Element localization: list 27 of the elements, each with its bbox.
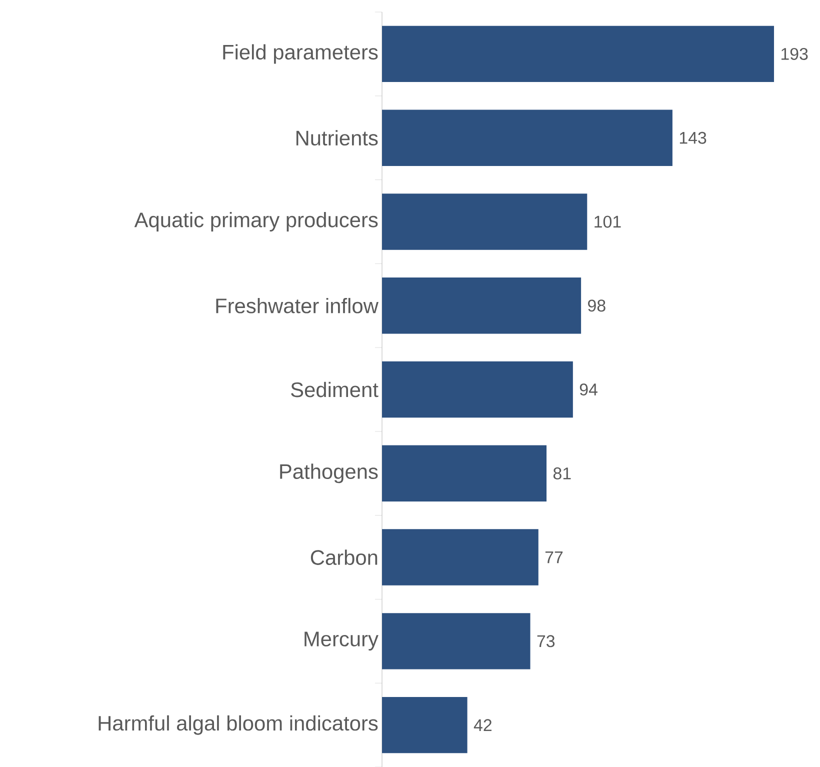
y-tick-label: Carbon bbox=[310, 550, 378, 565]
y-tick-label: Pathogens bbox=[280, 464, 378, 484]
bar bbox=[382, 194, 588, 250]
data-label: 101 bbox=[594, 216, 621, 228]
bar bbox=[382, 110, 672, 166]
y-tick-label: Mercury bbox=[304, 632, 378, 651]
data-label: 77 bbox=[545, 551, 563, 564]
bar bbox=[382, 361, 573, 418]
y-tick-label: Freshwater inflow bbox=[216, 298, 378, 314]
bar bbox=[382, 613, 530, 670]
data-label: 94 bbox=[580, 384, 598, 396]
y-tick-label: Aquatic primary producers bbox=[134, 212, 378, 232]
bar bbox=[382, 529, 538, 586]
y-tick-label: Sediment bbox=[291, 382, 378, 398]
bar bbox=[382, 278, 582, 334]
bar bbox=[382, 26, 774, 82]
y-tick-label: Nutrients bbox=[296, 130, 378, 146]
y-tick-label: Harmful algal bloom indicators bbox=[98, 715, 378, 735]
bar bbox=[382, 445, 547, 502]
data-label: 81 bbox=[553, 467, 571, 480]
data-label: 42 bbox=[474, 719, 492, 731]
data-label: 143 bbox=[680, 132, 706, 144]
data-label: 98 bbox=[588, 300, 606, 312]
data-label: 73 bbox=[537, 635, 555, 648]
y-tick-label: Field parameters bbox=[223, 44, 378, 64]
bar bbox=[382, 696, 468, 754]
data-label: 193 bbox=[782, 48, 808, 60]
